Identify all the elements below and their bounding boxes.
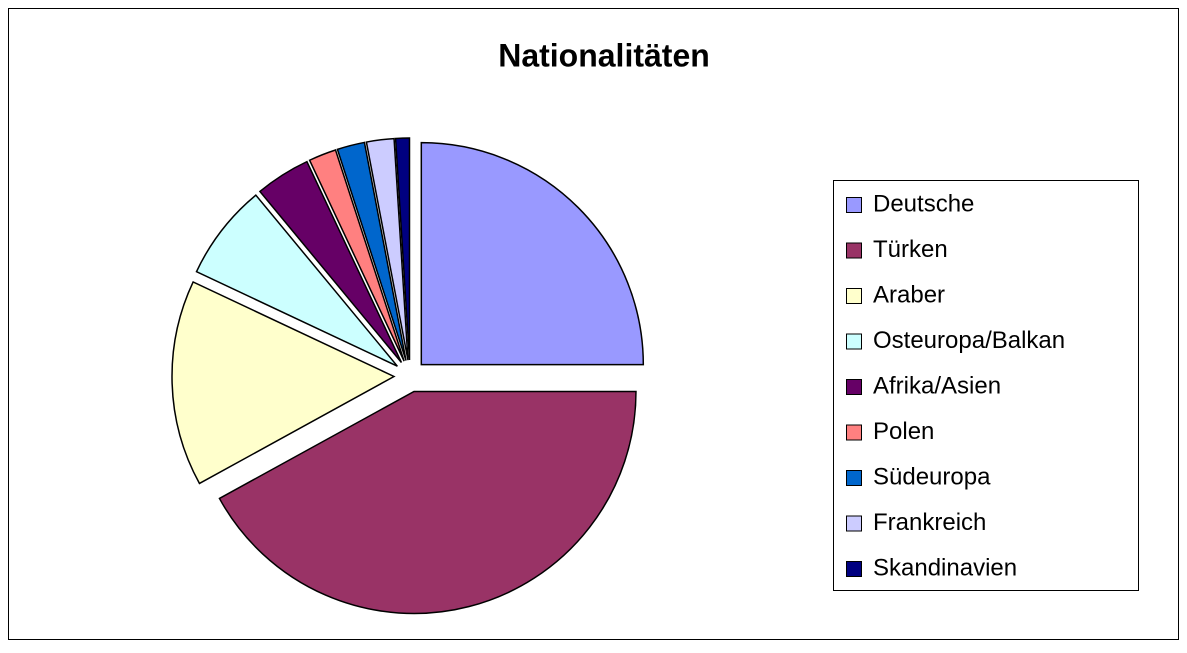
legend-label: Afrika/Asien xyxy=(873,372,1001,399)
legend-label: Osteuropa/Balkan xyxy=(873,327,1065,354)
legend-label: Polen xyxy=(873,418,934,445)
legend-swatch xyxy=(846,333,862,350)
legend-label: Frankreich xyxy=(873,509,986,536)
chart-title: Nationalitäten xyxy=(498,37,710,73)
legend-swatch xyxy=(846,379,862,395)
legend-swatch xyxy=(846,424,862,441)
legend-swatch xyxy=(846,242,862,259)
legend-swatch xyxy=(846,288,862,304)
pie-slice xyxy=(258,160,403,363)
pie-slice xyxy=(171,280,396,485)
pie-slice xyxy=(218,390,637,615)
pie-slice xyxy=(365,137,409,361)
legend-label: Südeuropa xyxy=(873,463,991,490)
legend-label: Skandinavien xyxy=(873,554,1017,581)
pie-slice xyxy=(336,141,407,361)
legend-box xyxy=(833,180,1139,591)
legend-swatch xyxy=(846,561,862,577)
legend-swatch xyxy=(846,515,862,532)
pie-slice xyxy=(195,194,398,367)
pie-slice xyxy=(394,137,411,361)
legend-swatch xyxy=(846,197,862,213)
legend-label: Deutsche xyxy=(873,190,974,217)
legend-swatch xyxy=(846,470,862,486)
legend-label: Türken xyxy=(873,236,948,263)
legend-label: Araber xyxy=(873,281,945,308)
pie-slice xyxy=(420,141,645,366)
pie-slice xyxy=(308,149,405,362)
